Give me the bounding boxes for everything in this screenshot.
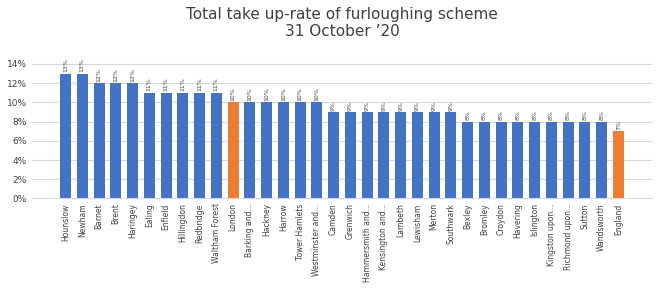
Text: 10%: 10% bbox=[281, 87, 286, 101]
Text: 11%: 11% bbox=[181, 77, 185, 91]
Bar bbox=[395, 112, 406, 199]
Bar bbox=[312, 102, 322, 199]
Bar bbox=[110, 83, 121, 199]
Text: 8%: 8% bbox=[565, 110, 571, 120]
Bar bbox=[546, 122, 557, 199]
Text: 8%: 8% bbox=[482, 110, 487, 120]
Bar bbox=[563, 122, 573, 199]
Text: 8%: 8% bbox=[583, 110, 587, 120]
Bar bbox=[378, 112, 389, 199]
Bar bbox=[211, 93, 222, 199]
Bar bbox=[161, 93, 171, 199]
Text: 13%: 13% bbox=[63, 58, 68, 72]
Bar bbox=[60, 73, 71, 199]
Text: 9%: 9% bbox=[382, 101, 386, 110]
Text: 11%: 11% bbox=[197, 77, 202, 91]
Text: 9%: 9% bbox=[364, 101, 370, 110]
Bar bbox=[429, 112, 440, 199]
Bar bbox=[278, 102, 289, 199]
Text: 10%: 10% bbox=[314, 87, 320, 101]
Text: 9%: 9% bbox=[432, 101, 437, 110]
Bar bbox=[529, 122, 540, 199]
Text: 9%: 9% bbox=[348, 101, 353, 110]
Text: 10%: 10% bbox=[247, 87, 252, 101]
Bar bbox=[194, 93, 205, 199]
Title: Total take up-rate of furloughing scheme
31 October ’20: Total take up-rate of furloughing scheme… bbox=[186, 7, 498, 39]
Bar bbox=[261, 102, 272, 199]
Bar bbox=[177, 93, 188, 199]
Bar bbox=[227, 102, 239, 199]
Bar bbox=[579, 122, 590, 199]
Text: 8%: 8% bbox=[549, 110, 554, 120]
Bar bbox=[513, 122, 523, 199]
Text: 9%: 9% bbox=[415, 101, 420, 110]
Text: 12%: 12% bbox=[130, 68, 135, 82]
Bar bbox=[77, 73, 88, 199]
Bar bbox=[345, 112, 356, 199]
Bar bbox=[328, 112, 339, 199]
Bar bbox=[596, 122, 607, 199]
Text: 12%: 12% bbox=[113, 68, 119, 82]
Text: 9%: 9% bbox=[448, 101, 453, 110]
Text: 11%: 11% bbox=[163, 77, 169, 91]
Bar bbox=[94, 83, 105, 199]
Bar bbox=[445, 112, 456, 199]
Text: 7%: 7% bbox=[616, 120, 621, 130]
Bar bbox=[479, 122, 490, 199]
Bar bbox=[127, 83, 138, 199]
Bar bbox=[462, 122, 473, 199]
Bar bbox=[144, 93, 155, 199]
Text: 13%: 13% bbox=[80, 58, 85, 72]
Text: 11%: 11% bbox=[147, 77, 152, 91]
Text: 10%: 10% bbox=[298, 87, 302, 101]
Text: 10%: 10% bbox=[231, 87, 236, 101]
Text: 9%: 9% bbox=[331, 101, 336, 110]
Bar bbox=[412, 112, 423, 199]
Bar bbox=[295, 102, 306, 199]
Bar bbox=[362, 112, 372, 199]
Text: 12%: 12% bbox=[97, 68, 101, 82]
Text: 11%: 11% bbox=[214, 77, 219, 91]
Bar bbox=[496, 122, 507, 199]
Text: 9%: 9% bbox=[398, 101, 403, 110]
Text: 8%: 8% bbox=[499, 110, 503, 120]
Text: 10%: 10% bbox=[264, 87, 269, 101]
Bar bbox=[613, 131, 624, 199]
Text: 8%: 8% bbox=[532, 110, 537, 120]
Text: 8%: 8% bbox=[599, 110, 604, 120]
Text: 8%: 8% bbox=[515, 110, 521, 120]
Text: 8%: 8% bbox=[465, 110, 470, 120]
Bar bbox=[244, 102, 255, 199]
